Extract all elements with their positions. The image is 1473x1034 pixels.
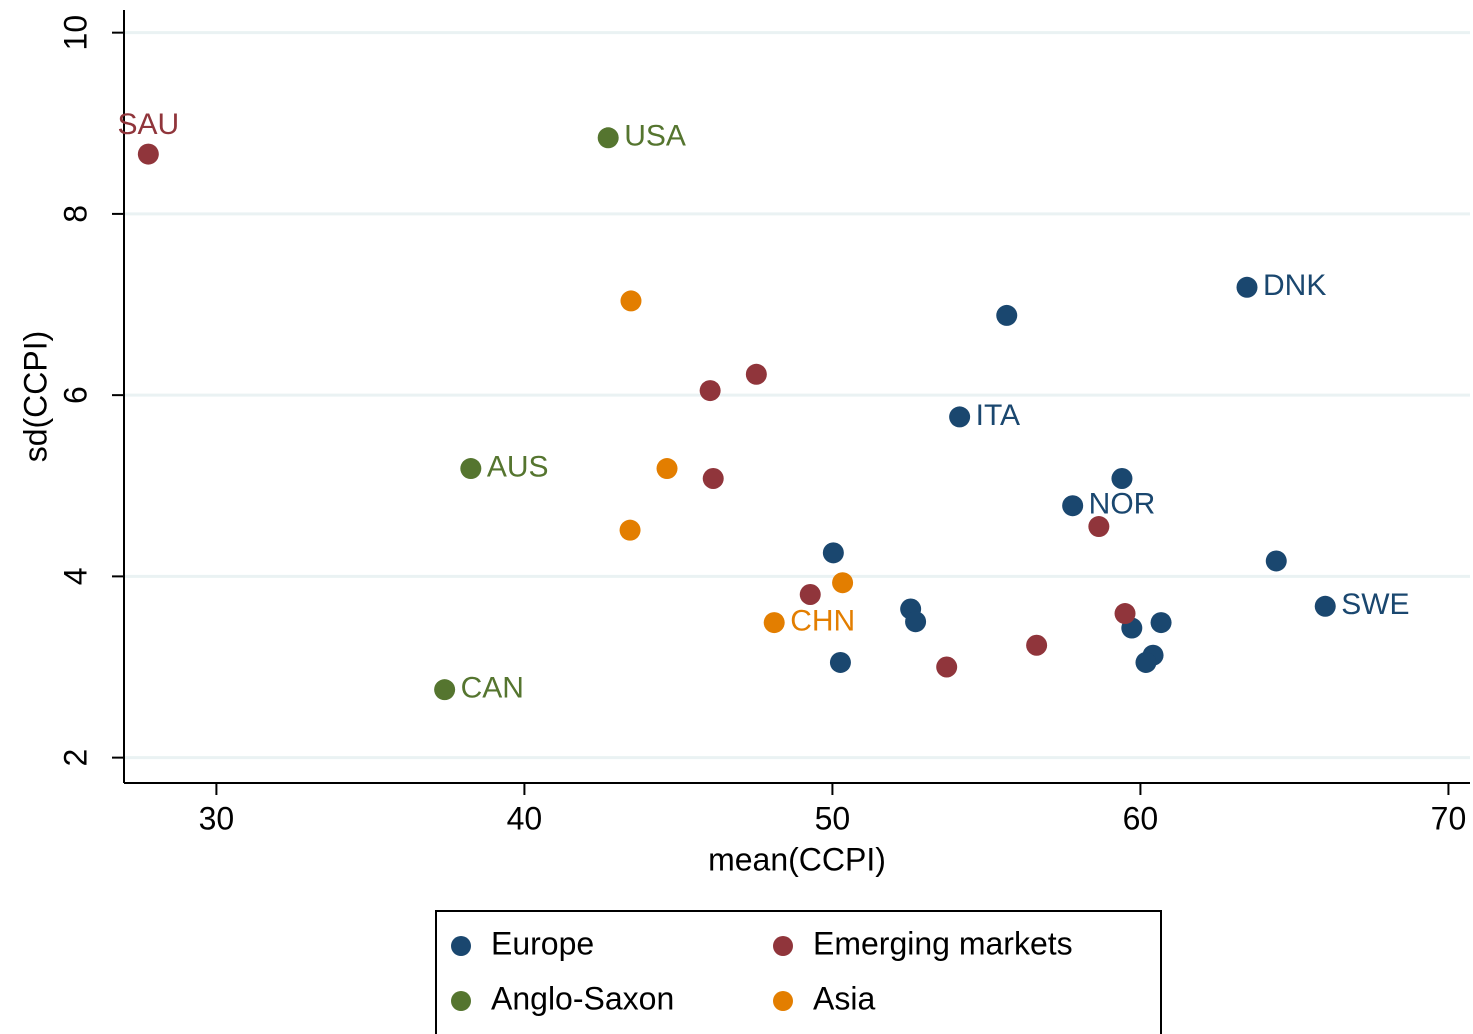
point-label: ITA [976,399,1020,432]
x-tick-label: 50 [815,800,851,836]
y-axis-title: sd(CCPI) [17,331,53,463]
point-label: CAN [461,672,524,705]
point [1114,603,1136,625]
point [832,572,854,594]
legend-label: Anglo-Saxon [491,980,674,1016]
point [799,584,821,606]
point [829,651,851,673]
legend-box [435,910,1162,1034]
point [996,304,1018,326]
y-tick-label: 8 [57,205,93,223]
point [1135,651,1157,673]
point-label: SWE [1341,588,1409,621]
point [905,611,927,633]
point [1111,468,1133,490]
legend-marker [451,936,471,956]
point [1062,495,1084,517]
point [597,127,619,149]
point [1026,634,1048,656]
point [1265,550,1287,572]
x-tick-label: 40 [507,800,543,836]
point [1088,516,1110,538]
legend-label: Asia [813,980,875,1016]
y-tick-label: 6 [57,386,93,404]
point [620,290,642,312]
point-label: DNK [1263,269,1326,302]
point [1236,276,1258,298]
point-label: NOR [1089,488,1156,521]
point [699,380,721,402]
y-tick-label: 4 [57,567,93,585]
legend-label: Europe [491,925,594,961]
point-label: CHN [790,605,855,638]
legend-marker [773,991,793,1011]
point [702,468,724,490]
point-label: AUS [487,450,549,483]
legend-marker [451,991,471,1011]
x-axis-title: mean(CCPI) [708,841,886,877]
point [949,406,971,428]
x-tick-label: 70 [1431,800,1467,836]
point [137,143,159,165]
point [1314,595,1336,617]
point [460,458,482,480]
y-tick-label: 2 [57,749,93,767]
legend-label: Emerging markets [813,925,1073,961]
point [822,542,844,564]
point [763,612,785,634]
point [1150,612,1172,634]
x-tick-label: 30 [199,800,235,836]
y-tick-label: 10 [57,15,93,51]
legend-marker [773,936,793,956]
x-tick-label: 60 [1123,800,1159,836]
point [745,363,767,385]
point [656,458,678,480]
point [936,656,958,678]
point-label: SAU [117,108,179,141]
point-label: USA [624,120,686,153]
point [434,679,456,701]
point [619,519,641,541]
